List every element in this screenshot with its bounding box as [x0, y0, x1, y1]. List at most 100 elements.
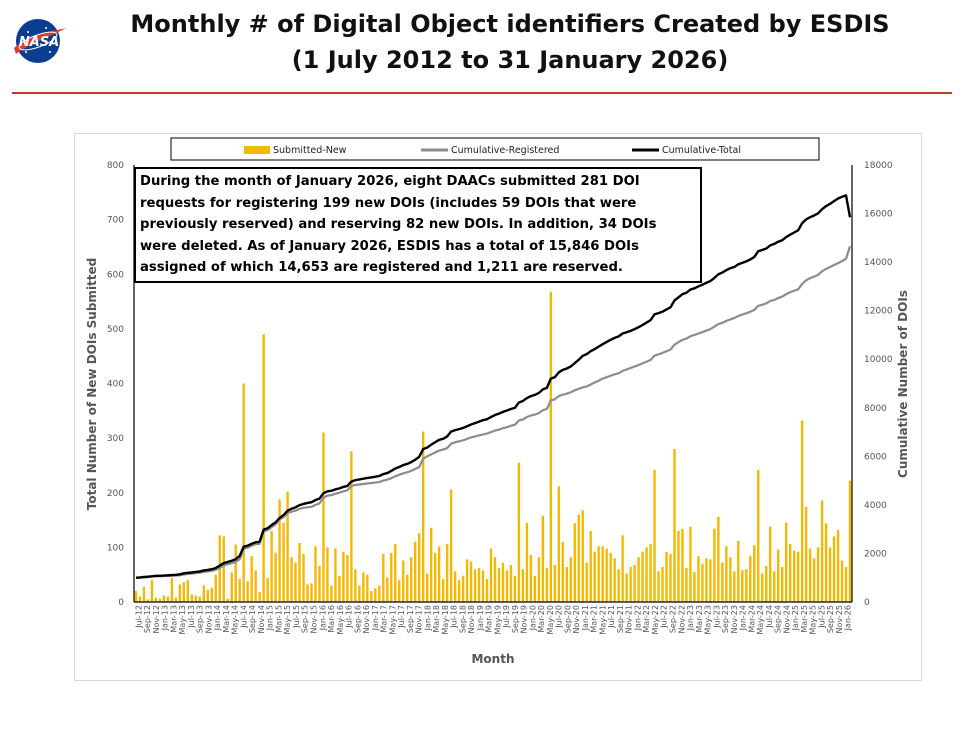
bar-69	[410, 557, 413, 602]
bar-96	[517, 462, 521, 602]
bar-4	[150, 580, 154, 602]
x-tick-Mar-16: Mar-16	[327, 605, 336, 633]
bar-140	[693, 571, 696, 602]
bar-18	[206, 589, 209, 602]
x-tick-Sep-25: Sep-25	[826, 605, 835, 633]
legend-label-total: Cumulative-Total	[662, 145, 741, 156]
bar-3	[146, 599, 150, 602]
x-tick-Jan-18: Jan-18	[423, 605, 432, 631]
y-tick-300: 300	[107, 434, 124, 444]
x-tick-Sep-21: Sep-21	[616, 605, 625, 633]
page-title: Monthly # of Digital Object identifiers …	[120, 6, 900, 78]
bar-0	[134, 591, 138, 602]
bar-13	[186, 580, 190, 602]
bar-156	[757, 469, 760, 602]
bar-20	[214, 574, 217, 602]
bar-7	[162, 595, 166, 602]
y2-axis-title: Cumulative Number of DOIs	[896, 290, 910, 478]
title-line-2: (1 July 2012 to 31 January 2026)	[291, 46, 729, 74]
nasa-logo-text: NASA	[19, 35, 59, 50]
bar-85	[473, 569, 477, 602]
x-tick-Nov-21: Nov-21	[625, 605, 634, 633]
bar-135	[673, 449, 676, 602]
bar-47	[322, 432, 325, 602]
bar-77	[441, 579, 445, 602]
bar-90	[493, 557, 497, 602]
summary-annotation: During the month of January 2026, eight …	[134, 167, 702, 283]
x-tick-Nov-24: Nov-24	[782, 605, 791, 633]
bar-119	[609, 552, 612, 602]
bar-52	[342, 551, 345, 602]
bar-110	[573, 523, 576, 602]
bar-89	[489, 548, 493, 602]
bar-9	[170, 577, 174, 602]
y2-tick-8000: 8000	[864, 404, 887, 414]
bar-31	[258, 592, 261, 602]
x-tick-May-20: May-20	[546, 605, 555, 634]
bar-55	[354, 569, 357, 602]
bar-103	[545, 568, 549, 602]
x-tick-Nov-16: Nov-16	[362, 605, 371, 633]
bar-98	[525, 522, 529, 602]
bar-115	[593, 551, 596, 602]
x-tick-Jul-20: Jul-20	[555, 605, 564, 629]
x-tick-Sep-14: Sep-14	[248, 605, 257, 633]
bar-56	[358, 585, 361, 602]
bar-34	[270, 530, 273, 602]
x-tick-Jan-17: Jan-17	[371, 605, 380, 631]
bar-60	[374, 588, 377, 602]
bar-65	[394, 544, 397, 602]
nasa-logo: NASA	[10, 14, 70, 64]
bar-101	[537, 557, 541, 602]
bar-100	[533, 575, 537, 602]
x-tick-Sep-19: Sep-19	[511, 605, 520, 633]
bar-145	[713, 528, 716, 602]
x-tick-Jan-20: Jan-20	[528, 605, 537, 631]
x-tick-Jan-25: Jan-25	[791, 605, 800, 631]
bar-32	[262, 334, 265, 602]
x-tick-Mar-15: Mar-15	[274, 605, 283, 633]
bar-126	[637, 557, 640, 602]
y-tick-700: 700	[107, 216, 124, 226]
x-tick-Mar-19: Mar-19	[485, 605, 494, 633]
bar-80	[453, 571, 457, 602]
bar-63	[386, 577, 389, 602]
x-tick-Sep-20: Sep-20	[563, 605, 572, 633]
bar-160	[773, 571, 776, 602]
x-tick-Sep-24: Sep-24	[774, 605, 783, 633]
x-tick-Mar-24: Mar-24	[747, 605, 756, 633]
bar-87	[481, 570, 485, 602]
bar-159	[769, 526, 772, 602]
bar-128	[645, 547, 648, 603]
bar-29	[250, 556, 253, 602]
x-tick-Jan-22: Jan-22	[633, 605, 642, 631]
bar-169	[808, 548, 812, 602]
bar-112	[581, 510, 584, 602]
bar-78	[445, 544, 449, 602]
bar-175	[832, 536, 836, 602]
bar-105	[553, 564, 557, 602]
bar-127	[641, 551, 644, 602]
legend-label-submitted: Submitted-New	[273, 145, 347, 156]
bar-19	[210, 587, 213, 602]
x-tick-Nov-22: Nov-22	[677, 605, 686, 633]
x-tick-Jan-21: Jan-21	[581, 605, 590, 631]
x-tick-Jul-14: Jul-14	[239, 605, 248, 629]
bar-51	[338, 575, 341, 602]
bar-111	[577, 514, 580, 602]
x-tick-Jul-21: Jul-21	[607, 605, 616, 629]
bar-134	[669, 553, 672, 602]
bar-137	[681, 528, 684, 602]
x-tick-labels: Jul-12 Sep-12 Nov-12 Jan-13 Mar-13 May-13 Jul-…	[134, 605, 852, 634]
bar-141	[697, 556, 700, 602]
x-tick-Jan-26: Jan-26	[844, 605, 853, 631]
bar-97	[521, 569, 525, 602]
x-tick-Nov-14: Nov-14	[257, 605, 266, 633]
x-tick-Jul-23: Jul-23	[712, 605, 721, 629]
x-tick-Nov-12: Nov-12	[152, 605, 161, 633]
bar-30	[254, 570, 257, 602]
x-tick-May-23: May-23	[704, 605, 713, 634]
y2-tick-18000: 18000	[864, 161, 893, 171]
bar-172	[820, 500, 824, 602]
